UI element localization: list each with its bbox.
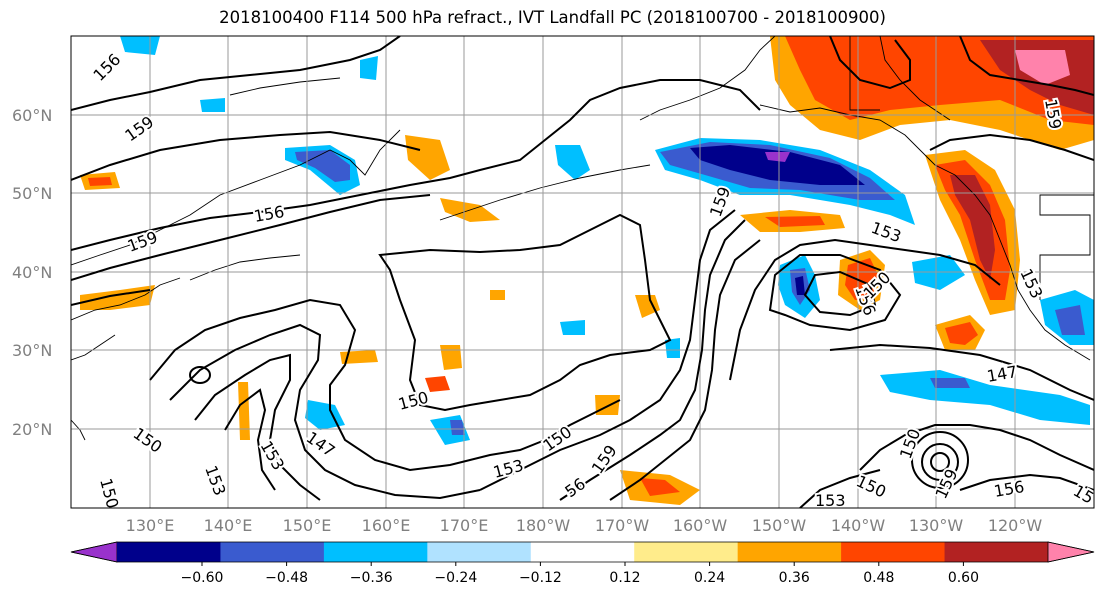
lat-label: 60°N (12, 106, 52, 125)
colorbar-tick-label: −0.48 (265, 570, 308, 586)
colorbar-arrow-left (70, 541, 118, 563)
longitude-labels: 130°E 140°E 150°E 160°E 170°E 180°W 170°… (126, 516, 1043, 535)
lon-label: 140°W (831, 516, 886, 535)
lon-label: 170°E (440, 516, 489, 535)
shading-patch-pos-11 (595, 395, 620, 415)
shading-patch-pos-3b (945, 322, 978, 345)
shading-patch-pos-10 (340, 350, 378, 364)
lon-label: 150°W (752, 516, 807, 535)
shading-patch-neg-2c (1055, 305, 1085, 335)
colorbar-tick-label: 0.36 (779, 570, 810, 586)
lon-label: 180°W (516, 516, 571, 535)
shading-patch-neg-3 (880, 370, 1090, 425)
lat-label: 20°N (12, 420, 52, 439)
shading-patch-neg-7 (555, 145, 590, 180)
colorbar-tick-label: 0.48 (863, 570, 894, 586)
lon-label: 140°E (204, 516, 253, 535)
colorbar-swatch (220, 542, 325, 562)
colorbar-swatch (944, 542, 1049, 562)
lon-label: 150°E (283, 516, 332, 535)
colorbar-tick-label: −0.36 (350, 570, 393, 586)
lon-label: 160°W (673, 516, 728, 535)
latitude-labels: 60°N 50°N 40°N 30°N 20°N (12, 106, 52, 439)
shading-patch-neg-10 (200, 98, 225, 112)
colorbar-tick-label: 0.12 (609, 570, 640, 586)
colorbar-swatch (117, 542, 221, 562)
shading-patch-neg-5 (305, 400, 345, 430)
contour-label: 156 (992, 477, 1025, 501)
colorbar: −0.60 −0.48 −0.36 −0.24 −0.12 0.12 0.24 0.36 0.4… (70, 541, 1095, 586)
shading-coast-positive (925, 150, 1020, 315)
shading-patch-neg-12 (665, 338, 680, 358)
shading-patch-pos-2b (845, 258, 878, 300)
shading-gulf-negative (655, 138, 915, 225)
coastlines (71, 36, 1094, 441)
shading-patch-neg-4b (295, 150, 350, 182)
colorbar-swatch (530, 542, 635, 562)
colorbar-tick-label: 0.24 (694, 570, 725, 586)
shading-patch-pos-9b (425, 376, 450, 392)
lon-label: 160°E (362, 516, 411, 535)
colorbar-swatch (427, 542, 532, 562)
lon-label: 130°W (909, 516, 964, 535)
map-panel: 156 159 156 159 153 150 150 153 147 150 … (70, 35, 1095, 510)
shading-patch-pos-14 (490, 290, 505, 300)
lat-label: 30°N (12, 341, 52, 360)
lon-label: 120°W (988, 516, 1043, 535)
lat-label: 50°N (12, 184, 52, 203)
gridlines (71, 36, 1094, 508)
contour-label: 153 (815, 491, 846, 510)
shading-patch-neg-3b (930, 378, 970, 388)
shading-patch-pos-1b (765, 216, 825, 227)
shading-patch-neg-1c (795, 276, 805, 295)
shading-patch-pos-4 (405, 135, 450, 180)
colorbar-tick-label: −0.12 (519, 570, 562, 586)
shading-patch-pos-13 (238, 382, 250, 440)
colorbar-swatch (841, 542, 946, 562)
colorbar-swatch (323, 542, 428, 562)
colorbar-swatch (634, 542, 739, 562)
shading-patch-pos-5b (88, 177, 112, 186)
plot-title: 2018100400 F114 500 hPa refract., IVT La… (219, 8, 886, 27)
shading-patch-pos-9 (440, 345, 462, 370)
colorbar-tick-label: 0.60 (948, 570, 979, 586)
lat-label: 40°N (12, 263, 52, 282)
lon-label: 170°W (595, 516, 650, 535)
height-contours (71, 36, 1094, 508)
shading-patch-neg-11 (560, 320, 585, 335)
colorbar-tick-label: −0.60 (181, 570, 224, 586)
lon-label: 130°E (126, 516, 175, 535)
shading-patch-pos-12b (640, 478, 680, 496)
shading-patch-neg-6b (450, 420, 465, 435)
colorbar-swatch (737, 542, 842, 562)
shading-patch-neg-8 (360, 56, 378, 80)
shading-alaska-positive (770, 36, 1094, 150)
colorbar-tick-label: −0.24 (434, 570, 477, 586)
shading-patch-pos-8 (635, 295, 660, 318)
colorbar-arrow-right (1047, 541, 1095, 563)
